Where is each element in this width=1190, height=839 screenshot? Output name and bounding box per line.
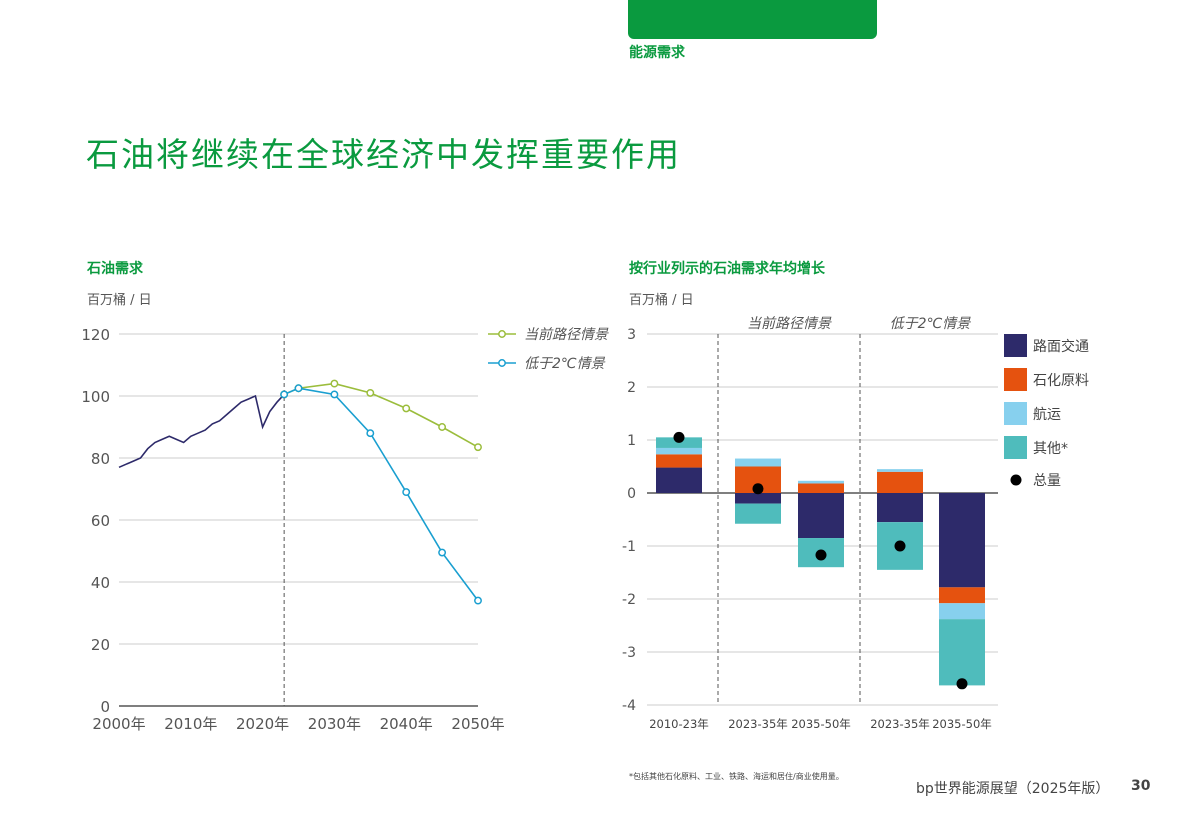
y-tick-label: 40: [91, 574, 110, 592]
petchem-bar-segment: [939, 587, 985, 604]
road-bar-segment: [877, 493, 923, 523]
petchem-bar-segment: [877, 471, 923, 493]
petchem-legend-swatch: [1004, 368, 1027, 391]
current_path-data-point: [366, 388, 375, 397]
line-chart-title: 石油需求: [87, 261, 143, 277]
petchem-legend-label: 石化原料: [1033, 373, 1089, 389]
road-bar-segment: [656, 467, 702, 493]
below2-data-point: [294, 384, 303, 393]
current_path-data-point: [402, 404, 411, 413]
total-marker: [673, 431, 685, 443]
other-legend-swatch: [1004, 436, 1027, 459]
x-tick-label: 2050年: [451, 715, 504, 733]
total-legend-marker: [1010, 474, 1022, 486]
header-accent-bar: [628, 0, 877, 39]
x-tick-label: 2010年: [164, 715, 217, 733]
current_path-legend-marker: [498, 330, 506, 338]
x-tick-label: 2020年: [236, 715, 289, 733]
x-tick-label: 2040年: [380, 715, 433, 733]
other-bar-segment: [735, 503, 781, 524]
below2-data-point: [366, 429, 375, 438]
below2-data-point: [402, 488, 411, 497]
x-category-label: 2035-50年: [791, 717, 851, 731]
current_path-data-point: [438, 423, 447, 431]
road-legend-swatch: [1004, 334, 1027, 357]
y-tick-label: 20: [91, 636, 110, 654]
below2-data-point: [280, 390, 289, 399]
x-category-label: 2023-35年: [728, 717, 788, 731]
bar-chart-title: 按行业列示的石油需求年均增长: [629, 261, 825, 277]
below2-data-point: [438, 548, 447, 557]
scenario-label-below2: 低于2℃情景: [890, 316, 972, 332]
below2-data-point: [474, 596, 482, 605]
total-legend-label: 总量: [1033, 473, 1061, 489]
y-tick-label: -2: [622, 592, 636, 608]
other-bar-segment: [939, 619, 985, 686]
x-category-label: 2010-23年: [649, 717, 709, 731]
y-tick-label: 80: [91, 450, 110, 468]
x-category-label: 2035-50年: [932, 717, 992, 731]
current_path-legend-label: 当前路径情景: [524, 327, 609, 343]
below2-legend-marker: [498, 359, 506, 367]
y-tick-label: 60: [91, 512, 110, 530]
line-chart-unit: 百万桶 / 日: [87, 293, 152, 308]
current_path-data-point: [474, 443, 482, 452]
y-tick-label: -1: [622, 539, 636, 555]
aviation-bar-segment: [798, 480, 844, 484]
aviation-bar-segment: [877, 469, 923, 472]
road-bar-segment: [798, 493, 844, 539]
other-legend-label: 其他*: [1033, 441, 1068, 457]
y-tick-label: -3: [622, 645, 636, 661]
y-tick-label: -4: [622, 698, 636, 714]
aviation-legend-swatch: [1004, 402, 1027, 425]
below2-legend-label: 低于2℃情景: [524, 356, 606, 372]
x-tick-label: 2000年: [92, 715, 145, 733]
section-label: 能源需求: [629, 45, 685, 61]
road-bar-segment: [735, 493, 781, 504]
petchem-bar-segment: [656, 454, 702, 468]
x-tick-label: 2030年: [308, 715, 361, 733]
page-title: 石油将继续在全球经济中发挥重要作用: [86, 135, 681, 174]
y-tick-label: 0: [100, 698, 110, 716]
footnote: *包括其他石化原料、工业、铁路、海运和居住/商业使用量。: [629, 772, 844, 781]
x-category-label: 2023-35年: [870, 717, 930, 731]
below2-data-point: [330, 390, 339, 399]
publication-name: bp世界能源展望（2025年版）: [916, 781, 1110, 797]
road-bar-segment: [939, 493, 985, 588]
aviation-bar-segment: [656, 447, 702, 455]
y-tick-label: 0: [627, 486, 636, 502]
aviation-bar-segment: [939, 603, 985, 620]
scenario-label-current: 当前路径情景: [747, 316, 832, 332]
aviation-bar-segment: [735, 458, 781, 467]
total-marker: [815, 549, 827, 561]
road-legend-label: 路面交通: [1033, 338, 1089, 355]
y-tick-label: 100: [81, 388, 110, 406]
aviation-legend-label: 航运: [1033, 407, 1061, 423]
y-tick-label: 1: [627, 433, 636, 449]
total-marker: [956, 678, 968, 690]
petchem-bar-segment: [798, 483, 844, 493]
current_path-data-point: [330, 379, 339, 388]
page-number: 30: [1131, 778, 1151, 794]
y-tick-label: 3: [627, 327, 636, 343]
total-marker: [752, 483, 764, 495]
total-marker: [894, 540, 906, 552]
y-tick-label: 2: [627, 380, 636, 396]
bar-chart-unit: 百万桶 / 日: [629, 293, 694, 308]
history-series-line: [118, 393, 285, 469]
y-tick-label: 120: [81, 326, 110, 344]
